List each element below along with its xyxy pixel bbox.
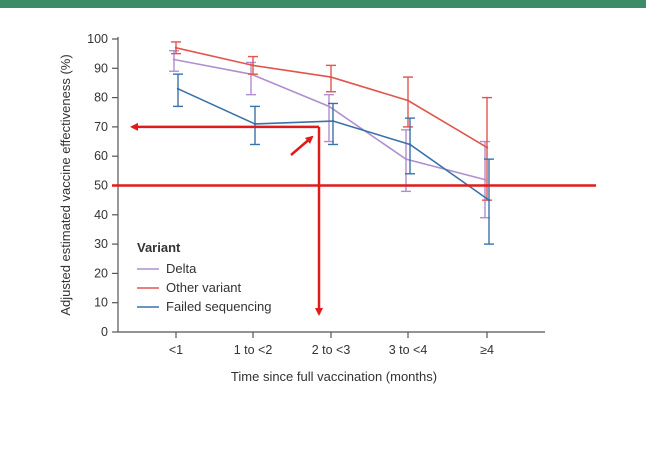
y-tick-label: 40 [94, 208, 108, 222]
series-other-variant [171, 41, 492, 201]
data-point [329, 75, 333, 79]
y-tick-label: 100 [87, 32, 108, 46]
series-line [175, 47, 488, 149]
data-point [483, 178, 487, 181]
data-point [176, 87, 180, 91]
legend-label: Failed sequencing [166, 299, 272, 314]
y-tick-label: 0 [101, 325, 108, 339]
data-point [331, 119, 335, 123]
y-tick-label: 80 [94, 91, 108, 105]
data-point [253, 122, 257, 126]
series-failed-sequencing [173, 73, 494, 245]
data-point [485, 146, 489, 149]
y-tick-label: 10 [94, 296, 108, 310]
header-bar [0, 0, 646, 8]
y-tick-label: 90 [94, 61, 108, 75]
legend-label: Other variant [166, 280, 242, 295]
data-point [404, 157, 408, 161]
x-tick-label: <1 [169, 343, 183, 357]
series-delta [169, 50, 490, 219]
y-tick-label: 20 [94, 266, 108, 280]
data-point [327, 105, 331, 108]
data-point [172, 58, 176, 61]
x-tick-label: 2 to <3 [312, 343, 351, 357]
y-tick-label: 70 [94, 120, 108, 134]
y-axis-label: Adjusted estimated vaccine effectiveness… [58, 54, 73, 315]
data-point [406, 99, 410, 102]
legend-title: Variant [137, 240, 181, 255]
y-tick-label: 30 [94, 237, 108, 251]
data-point [408, 143, 412, 146]
y-tick-label: 50 [94, 179, 108, 193]
data-point [174, 46, 178, 49]
x-axis-label: Time since full vaccination (months) [231, 369, 437, 384]
y-tick-label: 60 [94, 149, 108, 163]
pointer-arrow [290, 135, 314, 156]
x-tick-label: 3 to <4 [389, 343, 428, 357]
data-point [251, 64, 255, 67]
x-tick-label: ≥4 [480, 343, 494, 357]
data-point [487, 198, 491, 202]
x-tick-label: 1 to <2 [234, 343, 273, 357]
legend-label: Delta [166, 261, 197, 276]
